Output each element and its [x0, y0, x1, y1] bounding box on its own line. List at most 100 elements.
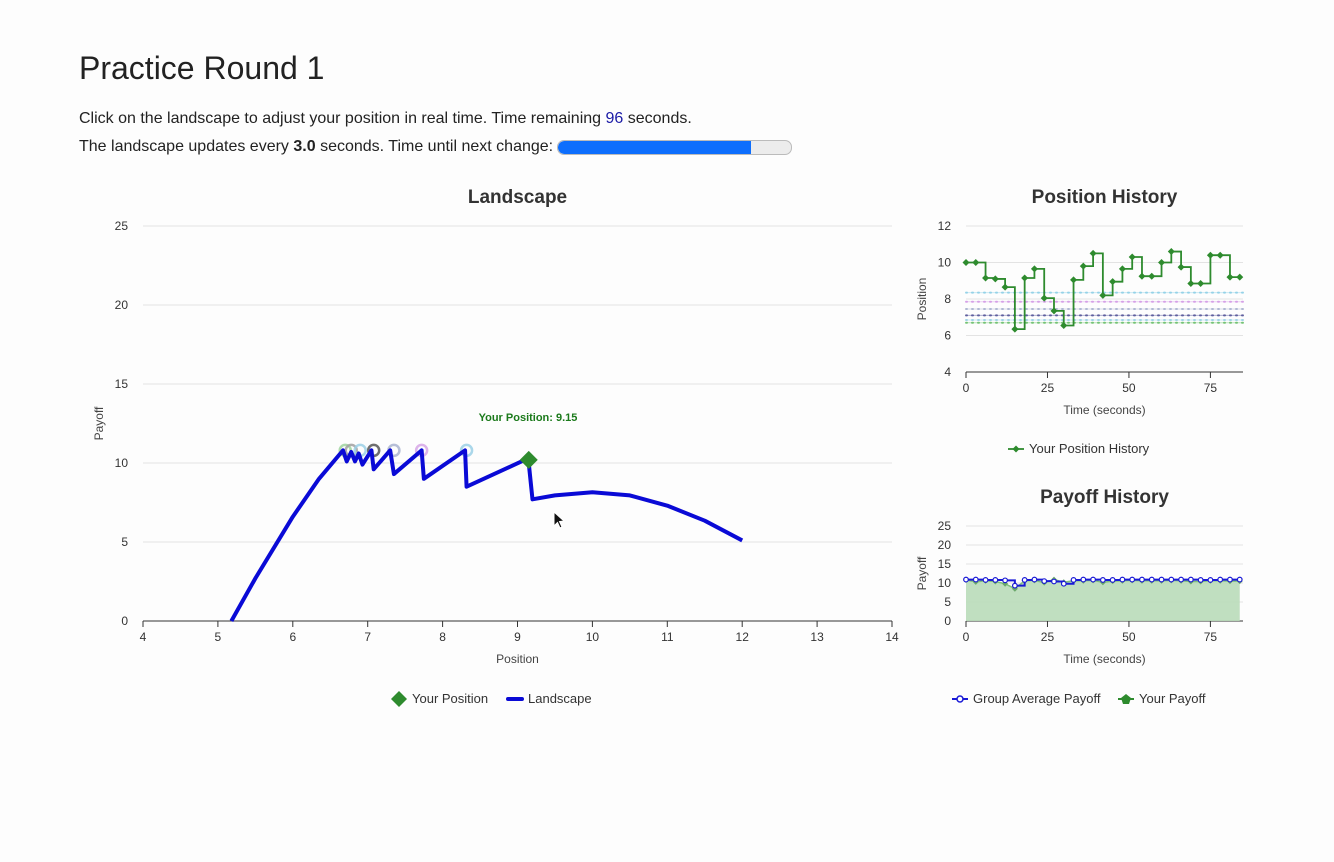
position-history-point — [1197, 279, 1205, 287]
y-tick-label: 25 — [115, 219, 129, 233]
landscape-series-line — [229, 448, 744, 622]
x-tick-label: 4 — [140, 630, 147, 644]
position-history-point — [1021, 274, 1029, 282]
group-average-payoff-point — [1178, 576, 1184, 583]
legend-position-history-icon — [1012, 445, 1020, 453]
group-average-payoff-point — [1139, 576, 1145, 583]
x-tick-label: 14 — [885, 630, 899, 644]
position-history-point — [1040, 294, 1048, 302]
seconds-text: seconds. — [627, 110, 692, 127]
y-tick-label: 8 — [944, 292, 951, 306]
y-tick-label: 20 — [115, 298, 129, 312]
payoff_history-title: Payoff History — [1040, 487, 1169, 508]
position-history-point — [962, 259, 970, 266]
your-payoff-area — [966, 579, 1240, 621]
x-tick-label: 12 — [736, 630, 750, 644]
position-history-point — [1060, 321, 1068, 329]
group-average-payoff-point — [1031, 576, 1038, 583]
your-position-marker — [519, 450, 538, 469]
y-tick-label: 10 — [115, 456, 129, 470]
page-title: Practice Round 1 — [79, 50, 325, 86]
landscape-xlabel: Position — [496, 652, 539, 666]
position-history-point — [991, 275, 999, 283]
x-tick-label: 75 — [1204, 381, 1218, 395]
y-tick-label: 15 — [115, 377, 129, 391]
position-history-point — [1226, 273, 1234, 281]
x-tick-label: 0 — [963, 381, 970, 395]
x-tick-label: 5 — [215, 630, 222, 644]
next-change-progress-bar — [557, 140, 792, 155]
payoff_history-ylabel: Payoff — [915, 556, 929, 590]
x-tick-label: 6 — [289, 630, 296, 644]
position_history-ylabel: Position — [915, 278, 929, 321]
group-average-payoff-point — [1060, 580, 1067, 587]
position-history-point — [1089, 249, 1097, 257]
y-tick-label: 12 — [938, 219, 952, 233]
update-suffix-text: seconds. Time until next change: — [320, 138, 554, 155]
y-tick-label: 5 — [944, 595, 951, 609]
position-history-point — [1030, 265, 1038, 273]
position-history-point — [1001, 283, 1009, 291]
legend-your-position-icon — [391, 691, 407, 707]
group-average-payoff-point — [992, 577, 999, 583]
y-tick-label: 0 — [944, 614, 951, 628]
legend-group-average-label: Group Average Payoff — [973, 691, 1101, 706]
group-average-payoff-point — [1129, 576, 1136, 583]
position-history-line — [966, 250, 1240, 331]
y-tick-label: 20 — [938, 538, 952, 552]
legend-group-average-icon — [956, 695, 964, 703]
instruction-text: Click on the landscape to adjust your po… — [79, 110, 602, 127]
group-average-payoff-point — [1051, 578, 1057, 585]
group-average-payoff-point — [1227, 576, 1233, 583]
position_history-group: Position History 4 6 8 10 12 0 25 50 75 Time (seco… — [915, 187, 1244, 456]
group-average-payoff-point — [1021, 577, 1028, 583]
position-history-point — [1011, 325, 1019, 333]
group-average-payoff-point — [972, 576, 979, 583]
y-tick-label: 5 — [121, 535, 128, 549]
group-average-payoff-point — [1070, 577, 1077, 583]
group-average-payoff-point — [1168, 576, 1175, 583]
instruction-line: Click on the landscape to adjust your po… — [79, 110, 692, 128]
position-history-point — [1187, 279, 1195, 287]
group-average-payoff-point — [1099, 577, 1106, 583]
group-average-payoff-point — [1090, 576, 1096, 583]
your-position-annotation: Your Position: 9.15 — [479, 412, 578, 424]
landscape-ylabel: Payoff — [92, 406, 106, 440]
y-tick-label: 15 — [938, 557, 952, 571]
position_history-title: Position History — [1032, 187, 1178, 208]
payoff_history-group: Payoff History 0 5 10 15 20 25 0 25 50 75 Time (sec… — [915, 487, 1243, 706]
group-average-payoff-point — [1187, 576, 1194, 583]
x-tick-label: 8 — [439, 630, 446, 644]
mouse-cursor-icon — [553, 510, 566, 529]
group-average-payoff-point — [1236, 576, 1243, 583]
position-history-point — [1099, 291, 1107, 299]
y-tick-label: 0 — [121, 614, 128, 628]
x-tick-label: 25 — [1041, 381, 1055, 395]
x-tick-label: 50 — [1122, 630, 1136, 644]
update-text: The landscape updates every — [79, 138, 289, 155]
group-average-payoff-point — [1207, 577, 1214, 583]
y-tick-label: 10 — [938, 256, 952, 270]
position-history-point — [1050, 307, 1058, 315]
y-tick-label: 10 — [938, 576, 952, 590]
x-tick-label: 11 — [661, 630, 674, 644]
position-history-point — [972, 259, 980, 266]
landscape-title: Landscape — [468, 187, 567, 208]
y-tick-label: 25 — [938, 519, 952, 533]
y-tick-label: 4 — [944, 365, 951, 379]
group-average-payoff-point — [1080, 576, 1087, 583]
update-interval: 3.0 — [293, 138, 316, 155]
group-average-payoff-point — [1217, 576, 1224, 583]
x-tick-label: 0 — [963, 630, 970, 644]
group-average-payoff-point — [1197, 577, 1204, 583]
x-tick-label: 9 — [514, 630, 521, 644]
position-history-point — [1206, 251, 1214, 259]
position-history-point — [1070, 276, 1078, 284]
x-tick-label: 13 — [810, 630, 824, 644]
group-average-payoff-point — [1148, 576, 1155, 583]
group-average-payoff-point — [982, 577, 989, 583]
position-history-point — [1158, 259, 1166, 266]
group-average-payoff-point — [1119, 576, 1126, 583]
